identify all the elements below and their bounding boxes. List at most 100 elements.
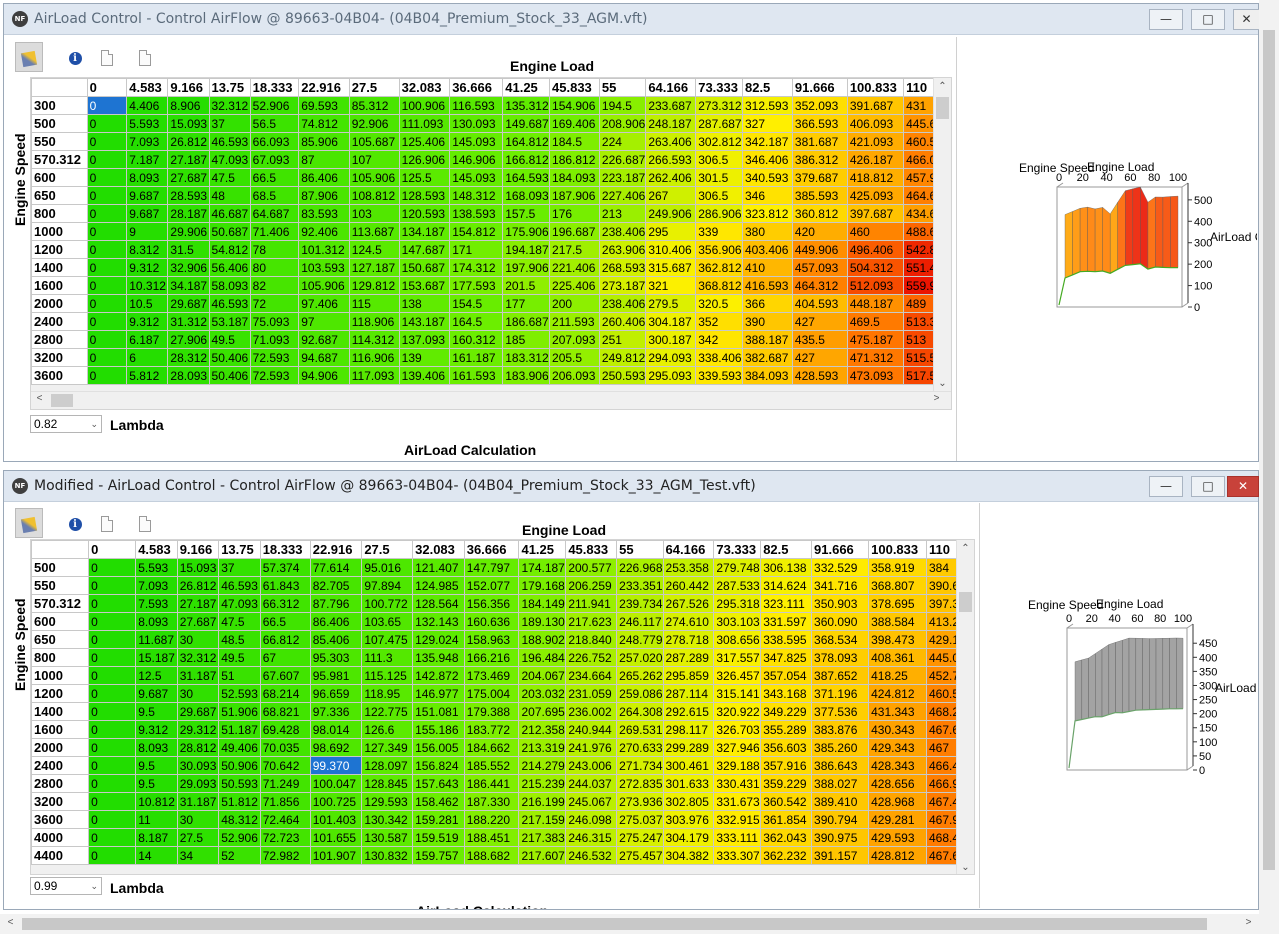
table-cell[interactable]: 295.859 [662, 666, 715, 685]
close-button[interactable]: ✕ [1227, 476, 1259, 497]
table-cell[interactable]: 0 [86, 222, 128, 241]
table-cell[interactable]: 51.187 [218, 720, 261, 739]
table-cell[interactable]: 49.5 [208, 330, 251, 349]
table-cell[interactable]: 97 [298, 312, 350, 331]
table-cell[interactable]: 218.840 [565, 630, 618, 649]
table-cell[interactable]: 95.016 [361, 558, 414, 577]
table-cell[interactable]: 9.687 [126, 204, 169, 223]
table-cell[interactable]: 239.734 [616, 594, 664, 613]
table-cell[interactable]: 28.593 [167, 186, 210, 205]
table-cell[interactable]: 321 [645, 276, 697, 295]
table-cell[interactable]: 153.687 [398, 276, 451, 295]
table-cell[interactable]: 339.593 [695, 366, 743, 385]
table-cell[interactable]: 428.812 [868, 846, 927, 865]
table-cell[interactable]: 260.406 [598, 312, 647, 331]
table-cell[interactable]: 11 [135, 810, 178, 829]
table-cell[interactable]: 238.406 [598, 294, 647, 313]
table-cell[interactable]: 146.906 [449, 150, 504, 169]
table-cell[interactable]: 67.093 [249, 150, 300, 169]
table-cell[interactable]: 28.093 [167, 366, 210, 385]
table-cell[interactable]: 50.593 [218, 774, 261, 793]
table-cell[interactable]: 279.5 [645, 294, 697, 313]
table-cell[interactable]: 183.906 [502, 366, 551, 385]
table-cell[interactable]: 201.5 [502, 276, 551, 295]
table-cell[interactable]: 200.577 [565, 558, 618, 577]
table-cell[interactable]: 429.343 [868, 738, 927, 757]
table-cell[interactable]: 366.593 [791, 114, 848, 133]
table-cell[interactable]: 8.093 [135, 612, 178, 631]
table-cell[interactable]: 85.906 [298, 132, 350, 151]
table-cell[interactable]: 428.593 [791, 366, 848, 385]
table-cell[interactable]: 9.687 [126, 186, 169, 205]
table-cell[interactable]: 241.976 [565, 738, 618, 757]
table-cell[interactable]: 179.168 [518, 576, 567, 595]
table-cell[interactable]: 37 [208, 114, 251, 133]
table-cell[interactable]: 149.687 [502, 114, 551, 133]
table-cell[interactable]: 304.179 [662, 828, 715, 847]
table-cell[interactable]: 103.593 [298, 258, 350, 277]
table-cell[interactable]: 200 [549, 294, 600, 313]
column-header[interactable]: 73.333 [695, 78, 743, 97]
table-cell[interactable]: 273.187 [598, 276, 647, 295]
table-cell[interactable]: 71.406 [249, 222, 300, 241]
table-cell[interactable]: 179.388 [463, 702, 520, 721]
table-cell[interactable]: 124.985 [412, 576, 465, 595]
table-cell[interactable]: 426.187 [846, 150, 905, 169]
table-cell[interactable]: 386.312 [791, 150, 848, 169]
table-cell[interactable]: 352.093 [791, 96, 848, 115]
table-cell[interactable]: 166.812 [502, 150, 551, 169]
page-button-1[interactable] [93, 508, 121, 538]
table-cell[interactable]: 350.903 [811, 594, 870, 613]
table-cell[interactable]: 30 [176, 630, 220, 649]
row-header[interactable]: 1400 [31, 702, 90, 721]
table-cell[interactable]: 267 [645, 186, 697, 205]
table-cell[interactable]: 435.5 [791, 330, 848, 349]
table-cell[interactable]: 300.187 [645, 330, 697, 349]
table-cell[interactable]: 171 [449, 240, 504, 259]
table-cell[interactable]: 0 [86, 294, 128, 313]
table-cell[interactable]: 378.093 [811, 648, 870, 667]
table-cell[interactable]: 383.876 [811, 720, 870, 739]
table-cell[interactable]: 385.260 [811, 738, 870, 757]
column-header[interactable]: 4.583 [135, 540, 178, 559]
table-cell[interactable]: 85.312 [348, 96, 400, 115]
table-cell[interactable]: 356.906 [695, 240, 743, 259]
table-cell[interactable]: 360.812 [791, 204, 848, 223]
table-cell[interactable]: 332.915 [713, 810, 762, 829]
table-cell[interactable]: 10.5 [126, 294, 169, 313]
table-cell[interactable]: 31.187 [176, 666, 220, 685]
table-cell[interactable]: 9.312 [126, 312, 169, 331]
table-cell[interactable]: 360.090 [811, 612, 870, 631]
table-cell[interactable]: 29.093 [176, 774, 220, 793]
table-cell[interactable]: 9.312 [126, 258, 169, 277]
table-cell[interactable]: 469.5 [846, 312, 905, 331]
table-cell[interactable]: 196.484 [518, 648, 567, 667]
table-cell[interactable]: 168.093 [502, 186, 551, 205]
table-cell[interactable]: 287.533 [713, 576, 762, 595]
table-cell[interactable]: 300.461 [662, 756, 715, 775]
table-cell[interactable]: 120.593 [398, 204, 451, 223]
table-cell[interactable]: 390 [741, 312, 793, 331]
table-cell[interactable]: 105.687 [348, 132, 400, 151]
table-cell[interactable]: 183.772 [463, 720, 520, 739]
table-cell[interactable]: 0 [86, 186, 128, 205]
table-cell[interactable]: 303.976 [662, 810, 715, 829]
table-cell[interactable]: 69.593 [298, 96, 350, 115]
table-cell[interactable]: 301.5 [695, 168, 743, 187]
table-cell[interactable]: 403.406 [741, 240, 793, 259]
table-cell[interactable]: 286.906 [695, 204, 743, 223]
table-cell[interactable]: 0 [88, 612, 137, 631]
table-cell[interactable]: 246.098 [565, 810, 618, 829]
table-cell[interactable]: 0 [88, 702, 137, 721]
table-cell[interactable]: 471.312 [846, 348, 905, 367]
table-cell[interactable]: 56.5 [249, 114, 300, 133]
table-cell[interactable]: 227.406 [598, 186, 647, 205]
table-cell[interactable]: 333.111 [713, 828, 762, 847]
table-cell[interactable]: 177.593 [449, 276, 504, 295]
table-cell[interactable]: 223.187 [598, 168, 647, 187]
table-cell[interactable]: 304.382 [662, 846, 715, 865]
scroll-thumb[interactable] [51, 394, 73, 407]
table-cell[interactable]: 32.312 [208, 96, 251, 115]
table-cell[interactable]: 303.103 [713, 612, 762, 631]
table-cell[interactable]: 226.687 [598, 150, 647, 169]
